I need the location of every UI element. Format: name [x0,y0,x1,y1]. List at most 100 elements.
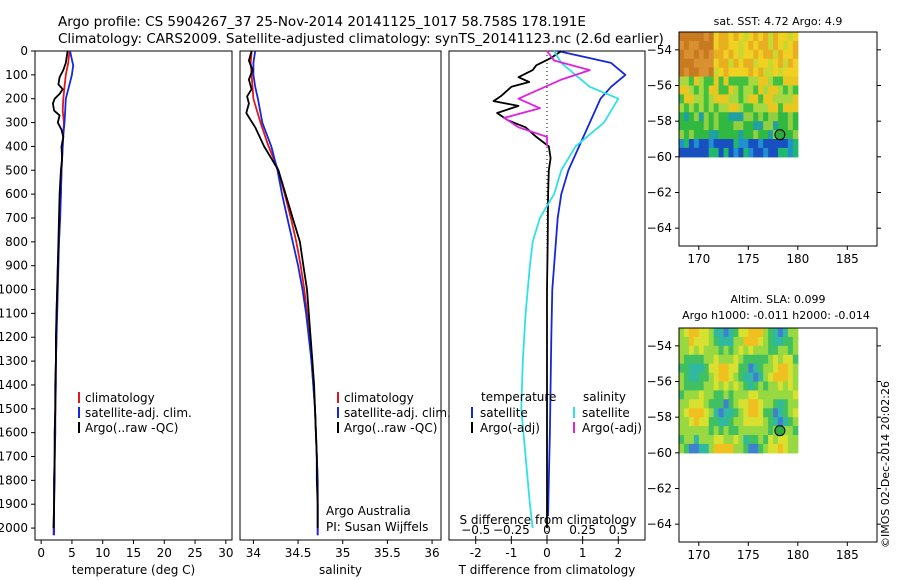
heatmap-cell [743,443,749,454]
y-tick-label: 800 [5,235,28,249]
heatmap-cell [743,94,749,104]
x-tick-label: 185 [836,548,859,562]
heatmap-cell [733,76,739,87]
heatmap-cell [713,85,720,96]
heatmap-cell [713,76,720,87]
heatmap-cell [792,354,799,365]
heatmap-cell [763,76,769,87]
heatmap-cell [708,139,715,149]
heatmap-cell [728,76,735,87]
heatmap-cell [708,121,715,131]
y-tick-label: −64 [647,517,672,531]
heatmap-cell [758,417,764,427]
heatmap-cell [753,58,759,69]
heatmap-cell [743,32,749,42]
heatmap-cell [753,103,759,113]
heatmap-cell [723,363,730,374]
heatmap-cell [743,390,749,400]
heatmap-cell [782,32,789,42]
heatmap-cell [753,372,759,383]
heatmap-cell [778,49,784,60]
legend-label: Argo(-adj) [582,421,642,435]
heatmap-cell [688,381,695,392]
heatmap-cell [718,121,725,131]
heatmap-cell [693,363,700,374]
heatmap-cell [718,94,725,104]
y-tick-label: 500 [5,163,28,177]
heatmap-cell [778,328,784,338]
heatmap-cell [708,112,715,122]
x-tick-label: 35 [335,546,350,560]
heatmap-cell [728,67,735,78]
heatmap-cell [703,147,710,158]
legend-label: Argo(..raw -QC) [344,421,437,435]
heatmap-cell [748,435,754,445]
heatmap-cell [679,408,685,418]
s-tick-label: −0.25 [493,523,530,537]
heatmap-cell [688,408,695,418]
heatmap-cell [743,121,749,131]
heatmap-cell [773,85,779,96]
heatmap-cell [743,399,749,409]
heatmap-cell [688,94,695,104]
plot-frame [239,50,442,541]
heatmap-cell [748,139,754,149]
heatmap-cell [679,147,685,158]
heatmap-cell [698,328,705,338]
heatmap-cell [787,40,794,51]
heatmap-cell [758,435,764,445]
heatmap-cell [723,390,730,400]
heatmap-cell [782,40,789,51]
heatmap-cell [733,408,739,418]
heatmap-cell [758,399,764,409]
heatmap-cell [728,443,735,454]
heatmap-cell [758,443,764,454]
heatmap-cell [679,336,685,347]
y-tick-label: 1000 [0,283,28,297]
heatmap-cell [713,354,720,365]
heatmap-cell [738,372,744,383]
x-tick-label: 20 [157,546,172,560]
heatmap-cell [748,85,754,96]
heatmap-cell [768,49,774,60]
heatmap-cell [703,49,710,60]
heatmap-cell [728,58,735,69]
heatmap-cell [782,85,789,96]
heatmap-cell [753,139,759,149]
x-tick-label: 30 [218,546,233,560]
heatmap-cell [768,121,774,131]
heatmap-cell [679,139,685,149]
y-tick-label: −56 [647,79,672,93]
annotation-pi: PI: Susan Wijffels [326,520,428,534]
heatmap-cell [768,345,774,356]
heatmap-cell [733,67,739,78]
heatmap-cell [723,49,730,60]
heatmap-cell [718,417,725,427]
heatmap-cell [782,372,789,383]
heatmap-cell [768,139,774,149]
heatmap-cell [733,336,739,347]
heatmap-cell [738,147,744,158]
heatmap-cell [787,58,794,69]
heatmap-cell [778,345,784,356]
heatmap-cell [748,32,754,42]
heatmap-cell [679,67,685,78]
heatmap-cell [748,426,754,436]
heatmap-cell [698,399,705,409]
x-axis-label: T difference from climatology [458,563,636,577]
heatmap-cell [763,363,769,374]
heatmap-cell [738,426,744,436]
heatmap-cell [708,336,715,347]
heatmap-cell [748,112,754,122]
heatmap-cell [782,67,789,78]
heatmap-cell [773,417,779,427]
heatmap-cell [708,354,715,365]
heatmap-cell [713,390,720,400]
heatmap-cell [693,76,700,87]
heatmap-cell [713,147,720,158]
heatmap-cell [758,139,764,149]
heatmap-cell [698,85,705,96]
heatmap-cell [708,426,715,436]
x-tick-label: 35.5 [374,546,401,560]
